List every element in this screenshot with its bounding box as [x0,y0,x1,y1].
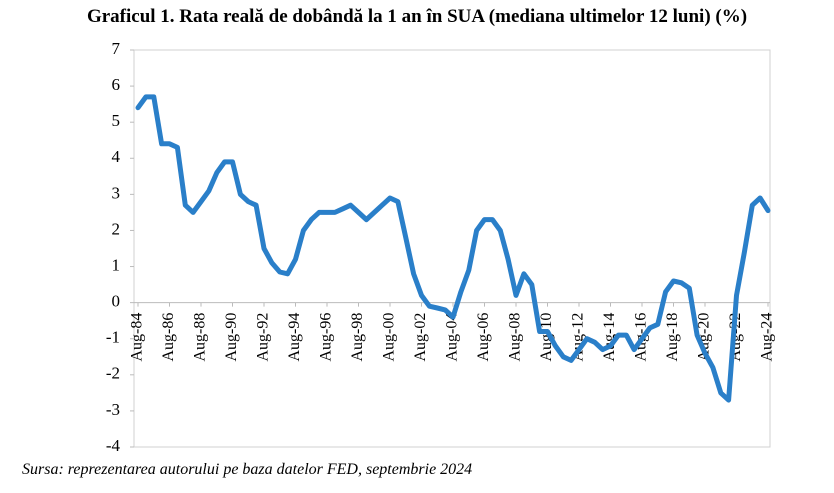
y-tick-label: 2 [112,219,121,238]
x-tick-label: Aug-08 [507,313,524,362]
y-tick-label: -4 [106,436,121,455]
x-tick-label: Aug-04 [444,313,461,362]
x-tick-label: Aug-18 [664,313,681,362]
y-tick-label: 5 [112,111,121,130]
x-tick-label: Aug-84 [129,313,146,362]
x-tick-label: Aug-86 [160,313,177,362]
x-tick-label: Aug-24 [759,313,776,362]
x-tick-label: Aug-96 [318,313,335,362]
y-tick-label: 3 [112,183,121,202]
y-tick-label: 7 [112,39,121,58]
x-tick-label: Aug-20 [696,313,713,362]
line-series [135,94,771,403]
plot-frame [133,49,771,448]
x-tick-label: Aug-12 [570,313,587,362]
y-tick-label: 6 [112,75,121,94]
x-tick-label: Aug-00 [381,313,398,362]
y-tick-label: -3 [106,400,120,419]
x-tick-label: Aug-10 [538,313,555,362]
x-tick-label: Aug-92 [255,313,272,362]
y-tick-label: -2 [106,364,120,383]
x-tick-label: Aug-06 [475,313,492,362]
y-tick-label: 1 [112,255,121,274]
source: Sursa: reprezentarea autorului pe baza d… [22,461,472,478]
x-tick-label: Aug-98 [349,313,366,362]
y-tick-label: -1 [106,328,120,347]
chart-title: Graficul 1. Rata reală de dobândă la 1 a… [87,6,747,27]
x-tick-label: Aug-88 [192,313,209,362]
x-tick-label: Aug-02 [412,313,429,362]
y-tick-label: 0 [112,292,121,311]
y-tick-label: 4 [112,147,121,166]
x-tick-label: Aug-94 [286,313,303,362]
x-tick-label: Aug-90 [223,313,240,362]
